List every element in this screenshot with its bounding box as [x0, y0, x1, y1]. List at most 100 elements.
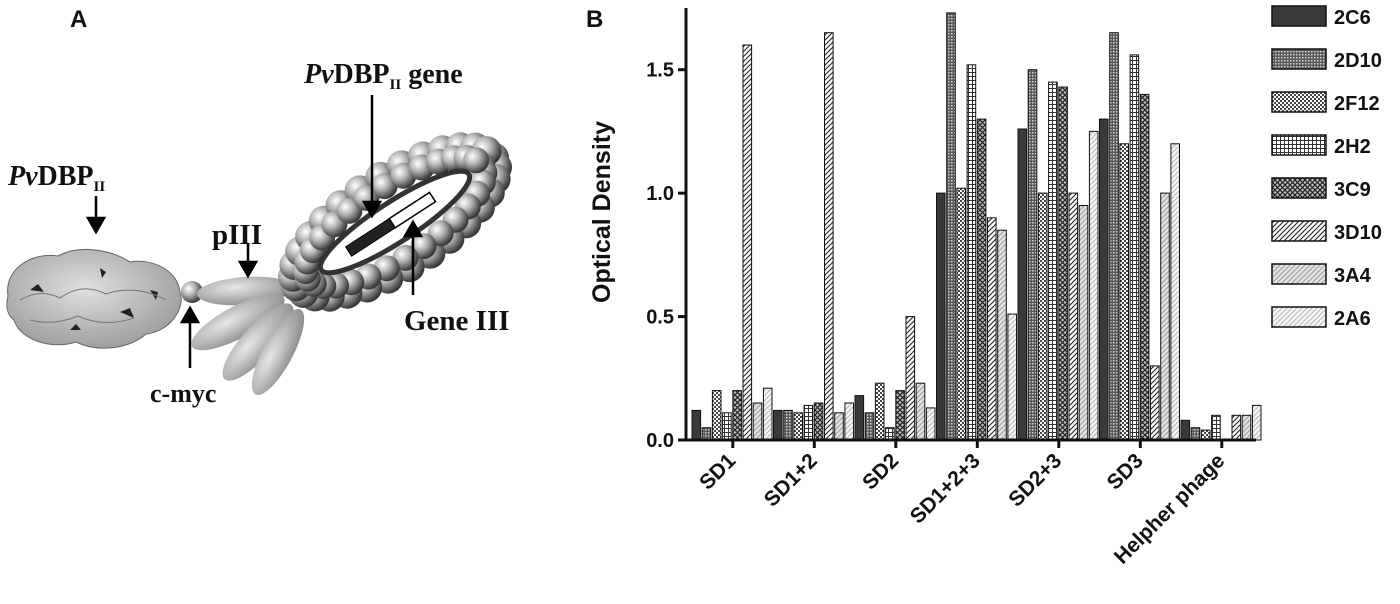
bar-2C6-sd2 [854, 395, 865, 441]
bar-3C9-sd1-2-3 [976, 118, 987, 441]
gene-iii-label: Gene III [404, 305, 510, 337]
legend-swatch-3A4 [1271, 263, 1327, 285]
bar-2D10-sd1-2-3 [946, 12, 956, 441]
legend-label-3C9: 3C9 [1334, 179, 1371, 201]
legend-swatch-2D10 [1271, 48, 1327, 70]
bar-2F12-sd2 [874, 382, 885, 441]
x-category-label: SD1 [695, 449, 740, 494]
bar-2H2-sd1-2 [803, 404, 814, 441]
phage-coat-sphere [463, 147, 490, 174]
bar-2C6-sd2-3 [1017, 128, 1028, 441]
bar-3C9-sd2 [895, 390, 905, 441]
y-axis-ticks: 0.0 0.5 1.0 1.5 [646, 60, 686, 452]
bars [691, 12, 1262, 441]
c-myc-label: c-myc [150, 379, 216, 408]
bar-2D10-sd1 [701, 427, 712, 441]
x-category-label: SD2 [858, 449, 903, 494]
panel-b-chart: B Optical Density 0.0 0.5 1.0 1.5 SD1 SD1+2 S… [586, 5, 1382, 569]
panel-a-letter: A [70, 6, 87, 33]
legend-swatch-3D10 [1271, 220, 1327, 242]
bar-2C6-sd1 [691, 409, 702, 441]
bar-2H2-sd2 [885, 427, 895, 441]
bar-3C9-sd1 [732, 390, 742, 441]
pvdbp-gene-label: PvDBPII gene [303, 59, 463, 93]
legend-label-3A4: 3A4 [1334, 265, 1372, 287]
pvdbp-label: PvDBPII [7, 161, 105, 195]
bar-3D10-sd2 [905, 316, 916, 441]
bar-3A4-sd1-2 [834, 412, 844, 441]
legend-label-2D10: 2D10 [1334, 50, 1382, 72]
c-myc-tag [181, 281, 203, 303]
y-tick-label: 1.0 [646, 183, 674, 205]
panel-a-diagram: A [6, 6, 512, 408]
bar-3C9-sd3 [1139, 93, 1150, 441]
legend-swatch-2A6 [1271, 306, 1327, 328]
piii-label: pIII [212, 219, 262, 251]
bar-2H2-sd3 [1129, 54, 1140, 441]
y-tick-label: 0.5 [646, 307, 674, 329]
panel-b-letter: B [586, 6, 603, 33]
legend-swatch-3C9 [1271, 177, 1327, 199]
legend-swatch-2F12 [1271, 91, 1327, 113]
piii-protein [191, 276, 305, 395]
pvdbp-gene-insert [344, 191, 437, 257]
bar-2H2-sd1-2-3 [966, 64, 977, 441]
bar-2C6-sd1-2-3 [936, 192, 946, 441]
axes [684, 8, 1256, 442]
legend-label-2H2: 2H2 [1334, 136, 1371, 158]
bar-3A4-helpher-phage [1241, 414, 1252, 441]
bar-3D10-sd1 [742, 44, 753, 441]
bar-2C6-sd1-2 [773, 409, 783, 441]
x-category-label: SD3 [1103, 449, 1148, 494]
bar-2D10-sd3 [1109, 32, 1119, 441]
y-tick-label: 1.5 [646, 60, 674, 82]
x-category-label: SD2+3 [1004, 449, 1066, 511]
legend-label-2C6: 2C6 [1334, 7, 1371, 29]
y-axis-title: Optical Density [588, 121, 616, 303]
bar-3A4-sd3 [1160, 192, 1170, 441]
bar-2A6-sd2 [925, 407, 936, 441]
legend-label-2F12: 2F12 [1334, 93, 1380, 115]
bar-2F12-sd1-2-3 [956, 187, 967, 441]
legend-swatch-2C6 [1271, 5, 1327, 27]
x-category-label: SD1+2+3 [906, 449, 985, 528]
legend-swatch-2H2 [1271, 134, 1327, 156]
bar-3C9-sd2-3 [1058, 86, 1068, 441]
bar-3A4-sd2 [915, 382, 926, 441]
bar-2A6-sd1-2 [844, 402, 855, 441]
bar-2D10-sd2 [864, 412, 875, 441]
bar-2A6-sd2-3 [1088, 130, 1099, 441]
bar-3D10-helpher-phage [1231, 414, 1242, 441]
bar-3D10-sd1-2 [824, 32, 834, 441]
bar-2F12-sd1-2 [793, 412, 804, 441]
bar-2A6-sd1 [762, 387, 773, 441]
bar-3A4-sd2-3 [1078, 205, 1089, 441]
diagram-arrows [85, 95, 424, 368]
bar-2F12-sd1 [711, 390, 722, 441]
gene-iii-genome [317, 168, 473, 276]
pvdbp-protein-structure [6, 249, 182, 349]
bar-3A4-sd1 [752, 402, 763, 441]
bar-2A6-sd3 [1170, 143, 1181, 441]
bar-3C9-sd1-2 [813, 402, 824, 441]
bar-2C6-sd3 [1099, 118, 1109, 441]
bar-2F12-sd2-3 [1037, 192, 1048, 441]
bar-2H2-sd1 [722, 412, 732, 441]
phage-body [278, 132, 512, 312]
legend-label-3D10: 3D10 [1334, 222, 1382, 244]
bar-3D10-sd1-2-3 [987, 217, 997, 441]
bar-3A4-sd1-2-3 [997, 229, 1007, 441]
bar-2C6-helpher-phage [1180, 419, 1191, 441]
legend-label-2A6: 2A6 [1334, 308, 1371, 330]
bar-2D10-helpher-phage [1190, 427, 1201, 441]
bar-2H2-helpher-phage [1211, 414, 1221, 441]
x-category-label: SD1+2 [760, 449, 822, 511]
bar-2H2-sd2-3 [1048, 81, 1058, 441]
bar-2A6-sd1-2-3 [1007, 313, 1018, 441]
bar-2D10-sd2-3 [1027, 69, 1038, 441]
bar-2A6-helpher-phage [1251, 404, 1262, 441]
bar-2D10-sd1-2 [783, 409, 793, 441]
y-tick-label: 0.0 [646, 430, 674, 452]
